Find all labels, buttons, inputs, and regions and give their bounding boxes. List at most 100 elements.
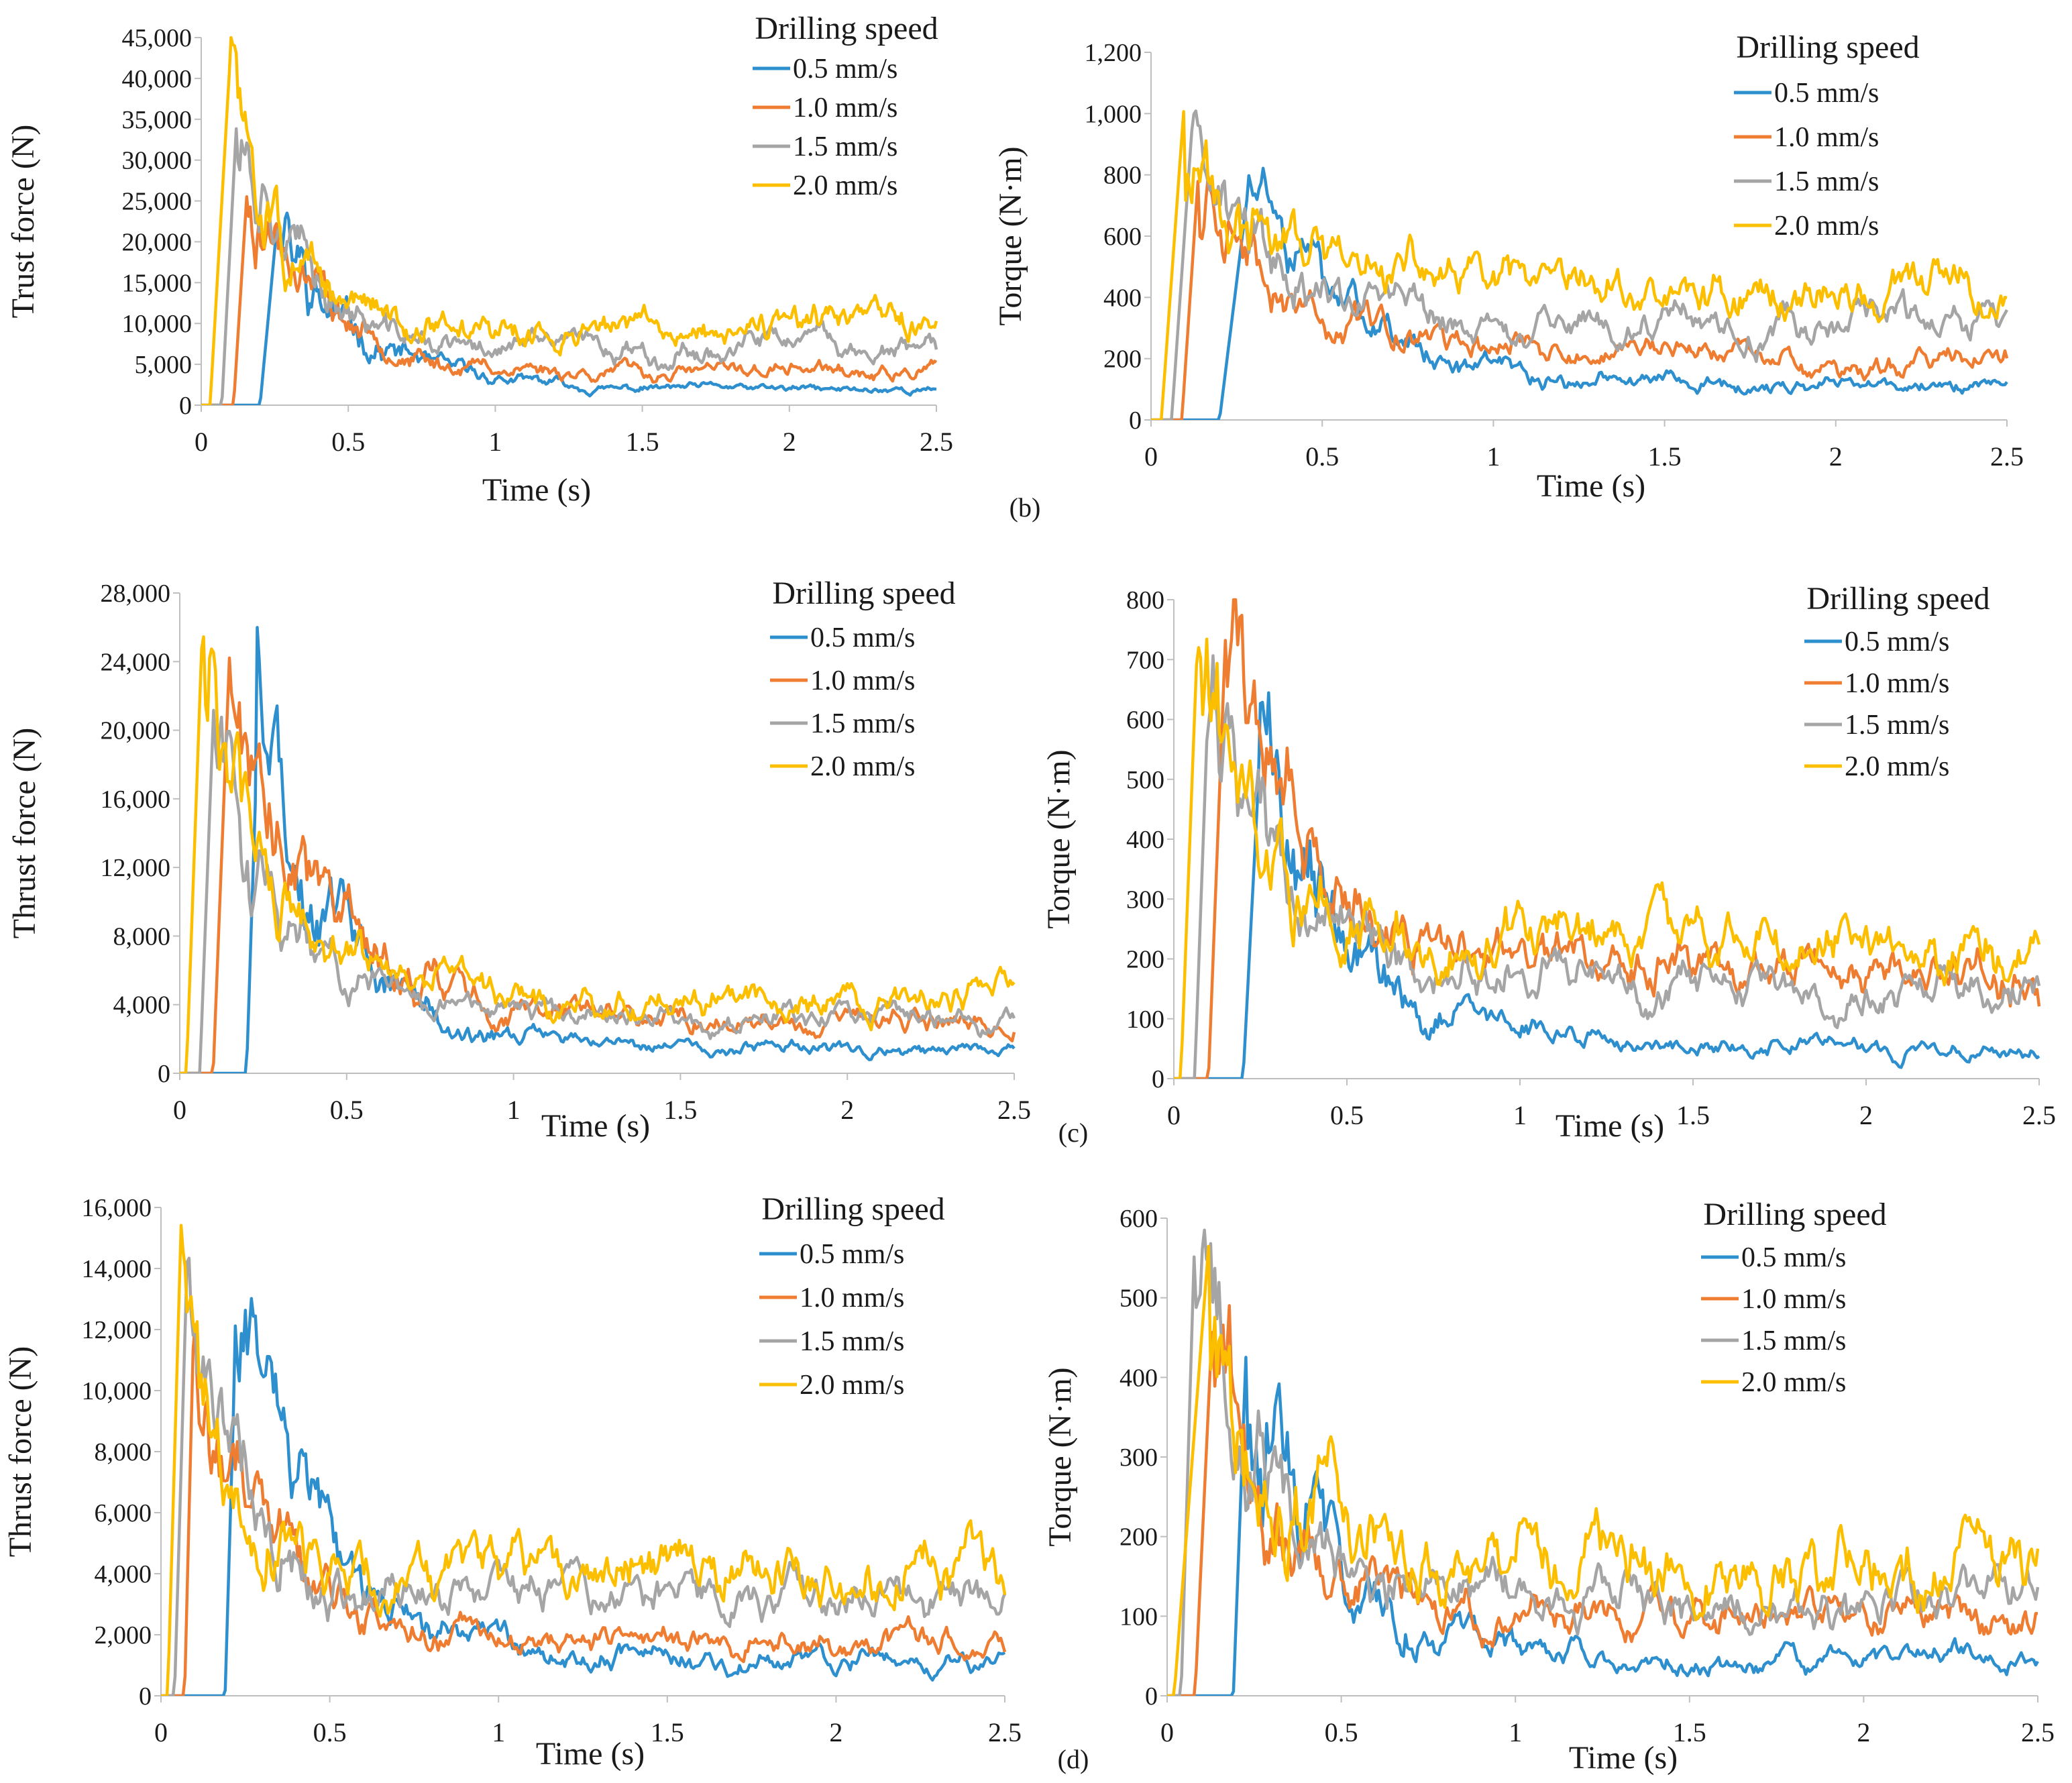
x-tick-label: 0.5 [1305, 441, 1339, 472]
series-line-4 [201, 36, 938, 405]
y-tick-label: 16,000 [82, 1194, 152, 1222]
series-line-1 [1167, 1356, 2039, 1696]
legend: Drilling speed 0.5 mm/s 1.0 mm/s 1.5 mm/s 2.… [1734, 30, 1920, 241]
y-tick-label: 4,000 [95, 1560, 152, 1588]
x-tick-label: 1 [488, 427, 502, 457]
x-axis-label: Time (s) [541, 1108, 650, 1144]
legend-label: 0.5 mm/s [793, 54, 897, 85]
legend-title: Drilling speed [1736, 30, 1919, 65]
y-tick-label: 400 [1120, 1364, 1158, 1392]
x-tick-label: 1 [1486, 441, 1500, 472]
series-line-2 [1174, 598, 2041, 1079]
y-tick-label: 600 [1126, 706, 1164, 735]
y-tick-label: 16,000 [101, 786, 171, 814]
series-line-1 [161, 1297, 1006, 1696]
legend-label: 1.5 mm/s [1774, 166, 1879, 197]
legend-title: Drilling speed [761, 1191, 944, 1227]
x-axis-label: Time (s) [482, 472, 591, 508]
series-line-1 [1151, 166, 2008, 420]
x-tick-label: 2.5 [2021, 1717, 2055, 1747]
y-axis-label: Thrust force (N) [3, 1346, 38, 1558]
chart-panel-2: 0 200 400 600 800 1,000 1,200 0 0.5 1 1.5 2 2.5 Time … [993, 30, 2024, 504]
series-line-3 [1167, 1228, 2040, 1696]
legend-label: 1.5 mm/s [793, 131, 897, 162]
legend-label: 2.0 mm/s [810, 751, 915, 782]
y-tick-label: 500 [1120, 1285, 1158, 1313]
x-tick-label: 0 [154, 1717, 168, 1747]
legend-label: 1.5 mm/s [810, 708, 915, 739]
series-line-4 [161, 1224, 1007, 1696]
y-tick-label: 4,000 [113, 991, 171, 1020]
x-tick-label: 2.5 [988, 1717, 1022, 1747]
y-tick-label: 45,000 [122, 24, 193, 52]
x-tick-label: 2 [1829, 441, 1843, 472]
y-tick-label: 8,000 [95, 1438, 152, 1466]
x-axis-label: Time (s) [1537, 468, 1645, 504]
y-tick-label: 500 [1126, 766, 1164, 794]
legend: Drilling speed 0.5 mm/s 1.0 mm/s 1.5 mm/s 2.… [1804, 581, 1990, 782]
x-tick-label: 0 [195, 427, 208, 457]
panel-label-b: (b) [1010, 492, 1041, 523]
chart-panel-1: 0 5,000 10,000 15,000 20,000 25,000 30,000 35,0… [5, 11, 953, 508]
legend-label: 1.0 mm/s [810, 665, 915, 696]
panel-label-d: (d) [1058, 1744, 1089, 1774]
y-tick-label: 400 [1103, 284, 1142, 312]
legend-label: 1.0 mm/s [1845, 668, 1949, 699]
x-tick-label: 1 [1513, 1100, 1527, 1130]
x-tick-label: 1.5 [1673, 1717, 1706, 1747]
x-tick-label: 0 [1144, 441, 1158, 472]
x-tick-label: 1.5 [663, 1095, 697, 1125]
x-tick-label: 1 [507, 1095, 521, 1125]
x-tick-label: 0 [173, 1095, 186, 1125]
legend-label: 1.5 mm/s [1741, 1326, 1846, 1356]
x-tick-label: 2 [783, 427, 796, 457]
y-tick-label: 0 [1129, 407, 1142, 435]
x-tick-label: 1.5 [1676, 1100, 1710, 1130]
x-axis-label: Time (s) [536, 1736, 645, 1772]
y-tick-label: 25,000 [122, 188, 193, 216]
y-tick-label: 600 [1120, 1205, 1158, 1233]
series-line-4 [1174, 637, 2041, 1079]
chart-panel-6: 0 100 200 300 400 500 600 0 0.5 1 1.5 2 2.5 Time (s) T… [1042, 1197, 2055, 1776]
y-tick-label: 2,000 [95, 1621, 152, 1650]
y-tick-label: 10,000 [122, 310, 193, 338]
y-tick-label: 0 [1145, 1682, 1158, 1711]
x-tick-label: 1 [492, 1717, 505, 1747]
y-axis-label: Torque (N·m) [993, 146, 1028, 325]
legend-label: 1.0 mm/s [793, 93, 897, 123]
legend: Drilling speed 0.5 mm/s 1.0 mm/s 1.5 mm/s 2.… [759, 1191, 945, 1401]
y-tick-label: 12,000 [82, 1316, 152, 1344]
x-tick-label: 0.5 [331, 427, 365, 457]
y-tick-label: 20,000 [122, 228, 193, 256]
x-tick-label: 2 [840, 1095, 854, 1125]
y-tick-label: 700 [1126, 646, 1164, 674]
chart-panel-3: 0 4,000 8,000 12,000 16,000 20,000 24,000 28,00… [7, 576, 1031, 1144]
y-tick-label: 35,000 [122, 106, 193, 134]
x-tick-label: 0.5 [1330, 1100, 1364, 1130]
x-tick-label: 2 [1857, 1717, 1870, 1747]
series-line-4 [1151, 110, 2008, 420]
legend-label: 1.0 mm/s [800, 1283, 904, 1313]
x-tick-label: 0 [1167, 1100, 1181, 1130]
x-axis-label: Time (s) [1569, 1740, 1678, 1776]
y-tick-label: 600 [1103, 223, 1142, 251]
legend-title: Drilling speed [772, 576, 955, 611]
y-tick-label: 5,000 [135, 351, 193, 379]
x-tick-label: 2 [829, 1717, 842, 1747]
legend-title: Drilling speed [755, 11, 938, 46]
y-tick-label: 300 [1120, 1444, 1158, 1472]
series-line-2 [201, 195, 938, 405]
x-tick-label: 1.5 [626, 427, 659, 457]
y-tick-label: 0 [179, 392, 192, 420]
y-tick-label: 100 [1126, 1006, 1164, 1034]
x-tick-label: 2.5 [2022, 1100, 2056, 1130]
legend-label: 0.5 mm/s [810, 623, 915, 653]
y-tick-label: 30,000 [122, 147, 193, 175]
legend-label: 2.0 mm/s [1845, 751, 1949, 782]
y-tick-label: 200 [1103, 345, 1142, 374]
x-tick-label: 0.5 [313, 1717, 347, 1747]
x-tick-label: 1.5 [1648, 441, 1682, 472]
y-tick-label: 800 [1103, 162, 1142, 190]
legend-label: 1.5 mm/s [800, 1326, 904, 1357]
